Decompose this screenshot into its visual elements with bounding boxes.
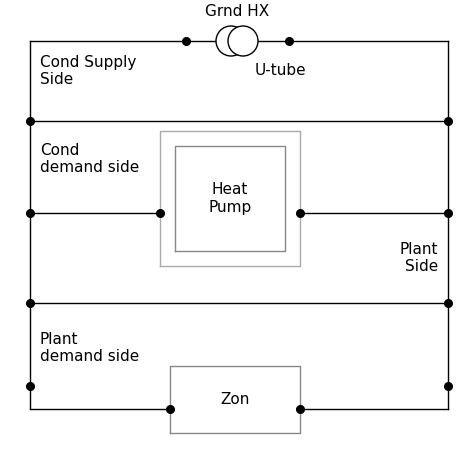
Text: Plant
demand side: Plant demand side: [40, 332, 139, 364]
Text: Plant
Side: Plant Side: [400, 242, 438, 274]
Text: U-tube: U-tube: [255, 63, 307, 78]
Circle shape: [216, 26, 246, 56]
Text: Heat
Pump: Heat Pump: [209, 182, 252, 215]
Text: Zon: Zon: [220, 392, 250, 407]
Text: Cond
demand side: Cond demand side: [40, 143, 139, 175]
Text: Grnd HX: Grnd HX: [205, 4, 269, 19]
Circle shape: [228, 26, 258, 56]
Text: Cond Supply
Side: Cond Supply Side: [40, 55, 137, 87]
